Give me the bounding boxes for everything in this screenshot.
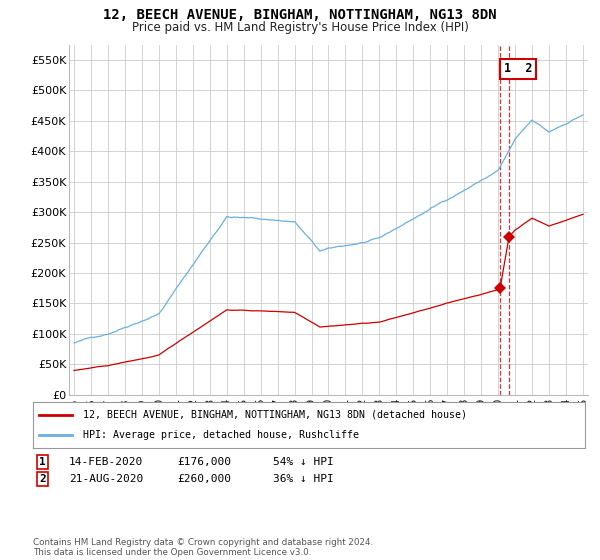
Text: Contains HM Land Registry data © Crown copyright and database right 2024.
This d: Contains HM Land Registry data © Crown c… bbox=[33, 538, 373, 557]
Text: 1  2: 1 2 bbox=[503, 62, 532, 75]
Text: £176,000: £176,000 bbox=[177, 457, 231, 467]
Text: 54% ↓ HPI: 54% ↓ HPI bbox=[273, 457, 334, 467]
Text: 12, BEECH AVENUE, BINGHAM, NOTTINGHAM, NG13 8DN (detached house): 12, BEECH AVENUE, BINGHAM, NOTTINGHAM, N… bbox=[83, 409, 467, 419]
Text: HPI: Average price, detached house, Rushcliffe: HPI: Average price, detached house, Rush… bbox=[83, 430, 359, 440]
Text: Price paid vs. HM Land Registry's House Price Index (HPI): Price paid vs. HM Land Registry's House … bbox=[131, 21, 469, 34]
Text: 1: 1 bbox=[39, 457, 46, 467]
Text: £260,000: £260,000 bbox=[177, 474, 231, 484]
Text: 36% ↓ HPI: 36% ↓ HPI bbox=[273, 474, 334, 484]
Text: 14-FEB-2020: 14-FEB-2020 bbox=[69, 457, 143, 467]
Text: 2: 2 bbox=[39, 474, 46, 484]
Text: 21-AUG-2020: 21-AUG-2020 bbox=[69, 474, 143, 484]
Text: 12, BEECH AVENUE, BINGHAM, NOTTINGHAM, NG13 8DN: 12, BEECH AVENUE, BINGHAM, NOTTINGHAM, N… bbox=[103, 8, 497, 22]
